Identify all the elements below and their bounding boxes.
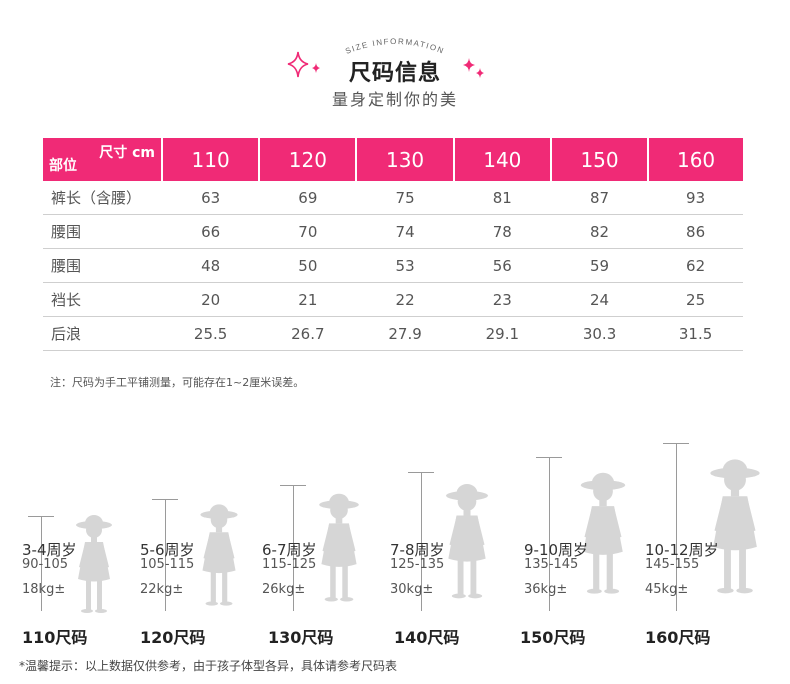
height-range: 125-135 [390, 557, 445, 572]
table-row: 腰围 48 50 53 56 59 62 [43, 248, 743, 283]
size-header: 140 [453, 138, 552, 181]
table-cell: 69 [259, 181, 357, 215]
child-silhouette-icon [76, 515, 112, 613]
age-label: 5-6周岁 [140, 541, 195, 559]
table-cell: 31.5 [648, 316, 743, 351]
age-label: 7-8周岁 [390, 541, 445, 559]
size-label: 140尺码 [394, 628, 460, 647]
table-cell: 21 [259, 282, 357, 317]
table-cell: 50 [259, 248, 357, 283]
height-range: 105-115 [140, 557, 195, 572]
table-cell: 24 [550, 282, 649, 317]
table-cell: 29.1 [453, 316, 551, 351]
table-cell: 82 [550, 214, 649, 249]
table-cell: 22 [356, 282, 454, 317]
height-marker-line [41, 516, 42, 611]
size-label: 150尺码 [520, 628, 586, 647]
corner-part-label: 部位 [49, 158, 77, 174]
table-cell: 70 [259, 214, 357, 249]
height-range: 115-125 [262, 557, 317, 572]
table-row: 腰围 66 70 74 78 82 86 [43, 214, 743, 249]
row-label: 裤长（含腰） [43, 181, 162, 215]
table-cell: 66 [162, 214, 260, 249]
size-label: 160尺码 [645, 628, 711, 647]
row-label: 腰围 [43, 248, 162, 283]
table-cell: 25.5 [162, 316, 260, 351]
table-cell: 20 [162, 282, 260, 317]
table-cell: 56 [453, 248, 551, 283]
weight-label: 45kg± [645, 582, 689, 597]
table-cell: 81 [453, 181, 551, 215]
table-row: 裆长 20 21 22 23 24 25 [43, 282, 743, 317]
sparkle-left-icon [287, 51, 320, 78]
size-label: 110尺码 [22, 628, 88, 647]
table-corner-cell: 尺寸 cm 部位 [43, 138, 163, 181]
table-cell: 62 [648, 248, 743, 283]
weight-label: 26kg± [262, 582, 306, 597]
size-information-arc-text: SIZE INFORMATION [344, 37, 446, 56]
row-label: 裆长 [43, 282, 162, 317]
height-marker-line [421, 472, 422, 611]
size-table: 尺寸 cm 部位 110 120 130 140 150 160 裤长（含腰） … [43, 138, 743, 351]
weight-label: 36kg± [524, 582, 568, 597]
table-cell: 27.9 [356, 316, 454, 351]
size-header: 120 [259, 138, 358, 181]
table-cell: 86 [648, 214, 743, 249]
size-header: 150 [550, 138, 650, 181]
child-silhouette-icon [446, 484, 488, 599]
age-label: 10-12周岁 [645, 541, 719, 559]
table-cell: 59 [550, 248, 649, 283]
table-cell: 23 [453, 282, 551, 317]
table-cell: 74 [356, 214, 454, 249]
size-header: 130 [356, 138, 455, 181]
size-header: 110 [162, 138, 261, 181]
row-label: 后浪 [43, 316, 162, 351]
table-cell: 30.3 [550, 316, 649, 351]
height-range: 135-145 [524, 557, 579, 572]
warm-tip-footer: *温馨提示：以上数据仅供参考，由于孩子体型各异，具体请参考尺码表 [19, 659, 398, 673]
page-title: 尺码信息 [348, 61, 441, 86]
table-cell: 48 [162, 248, 260, 283]
height-marker-line [293, 485, 294, 611]
svg-text:SIZE INFORMATION: SIZE INFORMATION [344, 37, 446, 56]
child-silhouette-icon [319, 493, 359, 602]
table-cell: 75 [356, 181, 454, 215]
height-marker-line [165, 499, 166, 611]
weight-label: 18kg± [22, 582, 66, 597]
age-label: 6-7周岁 [262, 541, 317, 559]
table-cell: 25 [648, 282, 743, 317]
table-cell: 26.7 [259, 316, 357, 351]
child-silhouette-icon [200, 504, 238, 606]
table-cell: 63 [162, 181, 260, 215]
table-row: 后浪 25.5 26.7 27.9 29.1 30.3 31.5 [43, 316, 743, 351]
height-marker-line [676, 443, 677, 611]
weight-label: 30kg± [390, 582, 434, 597]
weight-label: 22kg± [140, 582, 184, 597]
height-range: 145-155 [645, 557, 700, 572]
measurement-note: 注：尺码为手工平铺测量，可能存在1~2厘米误差。 [50, 376, 305, 389]
height-marker-line [549, 457, 550, 611]
size-label: 130尺码 [268, 628, 334, 647]
sparkle-right-icon [463, 58, 484, 78]
corner-size-label: 尺寸 cm [99, 145, 155, 161]
size-header: 160 [648, 138, 743, 181]
age-label: 9-10周岁 [524, 541, 589, 559]
child-silhouette-icon [710, 459, 760, 594]
table-row: 裤长（含腰） 63 69 75 81 87 93 [43, 181, 743, 215]
table-cell: 93 [648, 181, 743, 215]
page-subtitle: 量身定制你的美 [331, 90, 458, 109]
height-range: 90-105 [22, 557, 69, 572]
child-silhouette-icon [580, 472, 626, 594]
table-cell: 87 [550, 181, 649, 215]
age-label: 3-4周岁 [22, 541, 77, 559]
size-label: 120尺码 [140, 628, 206, 647]
table-cell: 78 [453, 214, 551, 249]
size-table-header-row: 尺寸 cm 部位 110 120 130 140 150 160 [43, 138, 743, 181]
row-label: 腰围 [43, 214, 162, 249]
table-cell: 53 [356, 248, 454, 283]
